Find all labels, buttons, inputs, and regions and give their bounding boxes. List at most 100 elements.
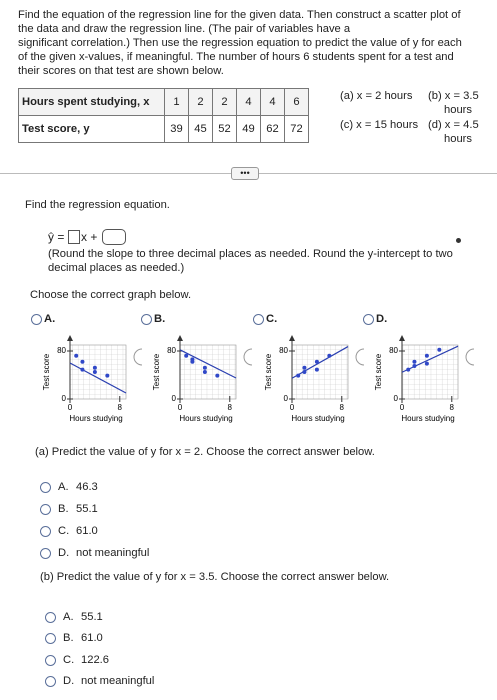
radio-button[interactable] bbox=[363, 314, 374, 325]
radio-button[interactable] bbox=[45, 612, 56, 623]
plot-area bbox=[179, 344, 237, 400]
option-text: 61.0 bbox=[76, 525, 98, 537]
option-letter: C. bbox=[58, 525, 70, 537]
data-point bbox=[184, 353, 189, 358]
option-text: 55.1 bbox=[76, 503, 98, 515]
data-point bbox=[412, 364, 417, 368]
cell: 6 bbox=[284, 88, 309, 116]
y-tick-label: 80 bbox=[57, 346, 66, 355]
intro-line: their scores on that test are shown belo… bbox=[18, 65, 224, 77]
data-point bbox=[296, 373, 301, 378]
data-point bbox=[327, 353, 332, 358]
radio-button[interactable] bbox=[45, 654, 56, 666]
data-point bbox=[302, 365, 307, 370]
axis-arrow bbox=[177, 335, 183, 341]
radio-button[interactable] bbox=[31, 314, 42, 325]
data-point bbox=[314, 367, 319, 372]
y-tick-label: 0 bbox=[394, 394, 399, 403]
radio-button[interactable] bbox=[45, 675, 56, 687]
option-letter: C. bbox=[266, 313, 278, 325]
prompt: Find the regression equation. bbox=[25, 199, 170, 211]
table-row: Test score, y 39 45 52 49 62 72 bbox=[18, 115, 309, 143]
data-point bbox=[92, 370, 97, 374]
radio-button[interactable] bbox=[253, 314, 264, 325]
option-text: not meaningful bbox=[81, 674, 155, 687]
y-tick-label: 0 bbox=[284, 394, 289, 403]
x-tick-label: 8 bbox=[340, 403, 345, 412]
plot-area bbox=[291, 344, 349, 400]
axis-arrow bbox=[67, 335, 73, 341]
option-letter: D. bbox=[376, 313, 388, 325]
cell: 62 bbox=[260, 115, 285, 143]
zoom-icon[interactable] bbox=[133, 348, 143, 366]
note: decimal places as needed.) bbox=[48, 262, 185, 274]
x-tick-label: 0 bbox=[178, 403, 183, 412]
x-tick-label: 0 bbox=[290, 403, 295, 412]
data-point bbox=[105, 373, 110, 378]
data-point bbox=[412, 359, 417, 364]
data-point bbox=[437, 347, 442, 352]
option-letter: B. bbox=[63, 632, 74, 645]
cell: 39 bbox=[164, 115, 189, 143]
cell: 4 bbox=[260, 88, 285, 116]
y-axis-label: Test score bbox=[42, 353, 51, 390]
option-letter: D. bbox=[63, 674, 75, 687]
intro-line: the data and draw the regression line. (… bbox=[18, 23, 351, 35]
x-axis-label: Hours studying bbox=[291, 414, 344, 423]
plot-area bbox=[401, 344, 459, 400]
data-point bbox=[190, 357, 195, 362]
y-tick-label: 0 bbox=[62, 394, 67, 403]
data-point bbox=[74, 353, 79, 358]
cell: 49 bbox=[236, 115, 261, 143]
axis-arrow bbox=[399, 335, 405, 341]
cell: 72 bbox=[284, 115, 309, 143]
data-point bbox=[202, 370, 207, 374]
regression-line bbox=[401, 345, 459, 373]
radio-button[interactable] bbox=[45, 633, 56, 645]
option-letter: C. bbox=[63, 653, 75, 666]
data-point bbox=[424, 361, 429, 366]
option-text: not meaningful bbox=[76, 547, 150, 559]
data-point bbox=[424, 353, 429, 358]
slope-input[interactable] bbox=[68, 230, 80, 244]
zoom-icon[interactable] bbox=[465, 348, 475, 366]
y-tick-label: 0 bbox=[172, 394, 177, 403]
x-tick-label: 8 bbox=[228, 403, 233, 412]
x-axis-label: Hours studying bbox=[179, 414, 232, 423]
dot bbox=[456, 238, 461, 243]
x-tick-label: 0 bbox=[68, 403, 73, 412]
radio-button[interactable] bbox=[141, 314, 152, 325]
prompt: (a) Predict the value of y for x = 2. Ch… bbox=[35, 446, 375, 458]
data-point bbox=[406, 367, 411, 372]
row-label: Test score, y bbox=[18, 115, 165, 143]
data-point bbox=[215, 373, 220, 378]
intro-line: of the given x-values, if meaningful. Th… bbox=[18, 51, 454, 63]
x-axis-label: Hours studying bbox=[401, 414, 454, 423]
y-tick-label: 80 bbox=[389, 346, 398, 355]
y-axis-label: Test score bbox=[264, 353, 273, 390]
intercept-input[interactable] bbox=[102, 229, 126, 245]
plot-area bbox=[69, 344, 127, 400]
option-text: 55.1 bbox=[81, 611, 103, 623]
zoom-icon[interactable] bbox=[243, 348, 253, 366]
zoom-icon[interactable] bbox=[355, 348, 365, 366]
part-label: hours bbox=[444, 104, 472, 116]
x-axis-label: Hours studying bbox=[69, 414, 122, 423]
regression-line bbox=[69, 362, 127, 394]
cell: 4 bbox=[236, 88, 261, 116]
option-letter: D. bbox=[58, 547, 70, 559]
regression-line bbox=[179, 349, 237, 379]
radio-button[interactable] bbox=[40, 482, 51, 493]
part-label: (a) x = 2 hours bbox=[340, 90, 413, 102]
more-button[interactable]: ••• bbox=[231, 167, 259, 180]
row-label: Hours spent studying, x bbox=[18, 88, 165, 116]
radio-button[interactable] bbox=[40, 504, 51, 515]
prompt: Choose the correct graph below. bbox=[30, 289, 192, 301]
radio-button[interactable] bbox=[40, 526, 51, 537]
y-tick-label: 80 bbox=[279, 346, 288, 355]
radio-button[interactable] bbox=[40, 548, 51, 559]
data-point bbox=[92, 365, 97, 370]
option-letter: A. bbox=[58, 481, 69, 493]
